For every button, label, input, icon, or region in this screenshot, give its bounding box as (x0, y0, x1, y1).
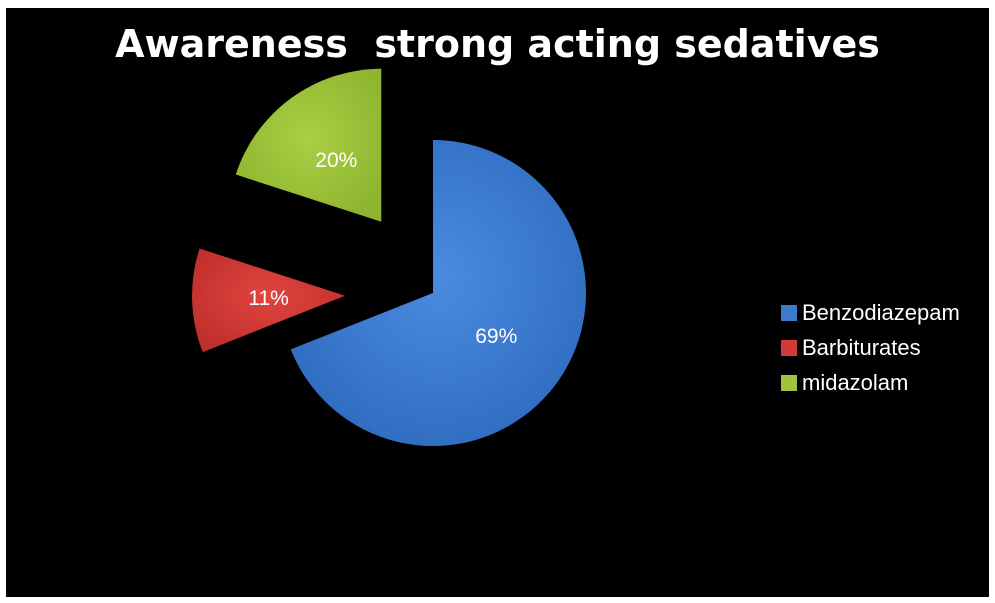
chart-area: Awareness strong acting sedatives 69% 11%… (6, 8, 989, 597)
pie-slice-barbiturates (192, 248, 346, 353)
legend-swatch (781, 304, 797, 321)
pie-slice-benzodiazepam (290, 140, 586, 446)
legend-item-benzodiazepam: Benzodiazepam (781, 295, 960, 330)
slice-data-label: 69% (475, 325, 517, 348)
legend-swatch (781, 374, 797, 391)
pie-chart: 69% 11% 20% (192, 68, 586, 446)
chart-title: Awareness strong acting sedatives (115, 22, 880, 66)
legend: Benzodiazepam Barbiturates midazolam (781, 295, 960, 400)
slice-data-label: 20% (315, 149, 357, 172)
legend-label: midazolam (802, 369, 909, 395)
legend-item-barbiturates: Barbiturates (781, 330, 960, 365)
pie-slice-midazolam (235, 68, 382, 222)
slice-data-label: 11% (248, 287, 288, 310)
legend-swatch (781, 339, 797, 356)
legend-item-midazolam: midazolam (781, 365, 960, 400)
legend-label: Benzodiazepam (802, 299, 960, 325)
legend-label: Barbiturates (802, 334, 921, 360)
